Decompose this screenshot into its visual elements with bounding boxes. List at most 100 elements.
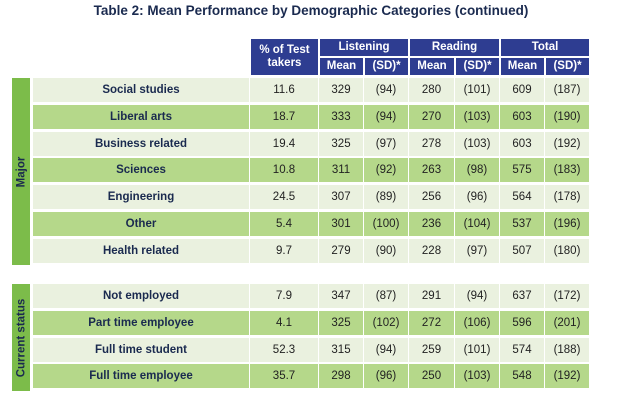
table-row: Full time employee 35.7 298 (96) 250 (103) 548… [33,364,589,389]
cell-pct: 11.6 [250,78,319,102]
group-label-current-status: Current status [12,284,30,391]
cell-label: Other [33,212,250,236]
cell-tsd: (188) [553,343,581,356]
cell-rsd: (101) [455,337,500,362]
header-reading-mean: Mean [410,58,454,75]
cell-tsd: (172) [553,290,581,302]
group-label-major: Major [12,78,30,265]
cell-pct: 10.8 [250,158,319,183]
cell-lm: 301 [319,212,364,236]
cell-lsd: (87) [364,284,409,308]
cell-tm: 637 [500,284,545,308]
cell-tm: 548 [500,364,545,389]
cell-label: Engineering [33,185,250,210]
cell-lsd: (94) [364,78,409,102]
table-row: Social studies 11.6 329 (94) 280 (101) 609 (187… [33,78,589,102]
header-reading-sd: (SD)* [456,58,499,75]
table-row: Sciences 10.8 311 (92) 263 (98) 575 (183) [33,158,589,183]
cell-rm: 228 [409,238,455,263]
table-row: Not employed 7.9 347 (87) 291 (94) 637 (172) [33,284,589,308]
cell-rm: 250 [409,364,455,389]
cell-lm: 311 [319,158,364,183]
table-row: Engineering 24.5 307 (89) 256 (96) 564 (178) [33,185,589,210]
cell-lm: 325 [319,131,364,156]
cell-rsd: (101) [455,78,500,102]
cell-label: Part time employee [33,310,250,335]
cell-lsd: (102) [364,310,409,335]
cell-label: Full time student [33,337,250,362]
cell-tsd: (187) [553,84,581,96]
table-row: Full time student 52.3 315 (94) 259 (101) 574 (… [33,337,589,362]
cell-tm: 564 [500,185,545,210]
cell-tm: 603 [500,131,545,156]
cell-rm: 272 [409,310,455,335]
cell-rsd: (106) [455,310,500,335]
cell-label: Health related [33,238,250,263]
header-total-mean: Mean [501,58,544,75]
cell-lsd: (90) [364,238,409,263]
cell-rsd: (103) [455,364,500,389]
cell-lsd: (92) [364,158,409,183]
table-row: Other 5.4 301 (100) 236 (104) 537 (196) [33,212,589,236]
group-name: Major [15,156,28,187]
table-row: Liberal arts 18.7 333 (94) 270 (103) 603 (190) [33,104,589,129]
cell-tm: 603 [500,104,545,129]
cell-tm: 507 [500,238,545,263]
cell-lm: 298 [319,364,364,389]
cell-lm: 325 [319,310,364,335]
group-name: Current status [15,298,28,377]
cell-pct: 24.5 [250,185,319,210]
cell-lsd: (94) [364,337,409,362]
cell-label: Business related [33,131,250,156]
cell-tm: 609 [500,78,545,102]
cell-label: Social studies [33,78,250,102]
cell-rsd: (96) [455,185,500,210]
cell-lm: 347 [319,284,364,308]
cell-tm: 596 [500,310,545,335]
cell-rm: 263 [409,158,455,183]
cell-pct: 5.4 [250,212,319,236]
header-listening: Listening [320,39,408,56]
cell-rm: 259 [409,337,455,362]
header-total: Total [501,39,589,56]
cell-lm: 333 [319,104,364,129]
cell-lm: 307 [319,185,364,210]
header-reading: Reading [410,39,499,56]
header-total-sd: (SD)* [546,58,589,75]
cell-tm: 574 [500,337,545,362]
table-row: Health related 9.7 279 (90) 228 (97) 507 (180) [33,238,589,263]
cell-lm: 329 [319,78,364,102]
cell-tm: 575 [500,158,545,183]
cell-pct: 35.7 [250,364,319,389]
cell-label: Liberal arts [33,104,250,129]
cell-tsd: (180) [553,244,581,257]
cell-rm: 291 [409,284,455,308]
cell-tsd: (192) [553,137,581,150]
cell-lsd: (94) [364,104,409,129]
cell-rsd: (97) [455,238,500,263]
table-row: Business related 19.4 325 (97) 278 (103) 603 (1… [33,131,589,156]
cell-rsd: (98) [455,158,500,183]
cell-label: Sciences [33,158,250,183]
cell-rsd: (94) [455,284,500,308]
header-listening-sd: (SD)* [365,58,408,75]
cell-rm: 270 [409,104,455,129]
cell-lsd: (100) [364,212,409,236]
header-pct: % of Test takers [251,39,318,75]
cell-tsd: (190) [553,110,581,123]
cell-pct: 4.1 [250,310,319,335]
cell-pct: 7.9 [250,284,319,308]
cell-pct: 18.7 [250,104,319,129]
cell-tsd: (196) [553,218,581,230]
cell-rsd: (104) [455,212,500,236]
cell-rsd: (103) [455,104,500,129]
cell-lsd: (89) [364,185,409,210]
cell-rm: 256 [409,185,455,210]
cell-tsd: (178) [553,191,581,204]
cell-lm: 279 [319,238,364,263]
cell-label: Full time employee [33,364,250,389]
cell-rsd: (103) [455,131,500,156]
cell-rm: 280 [409,78,455,102]
cell-pct: 19.4 [250,131,319,156]
cell-lsd: (96) [364,364,409,389]
